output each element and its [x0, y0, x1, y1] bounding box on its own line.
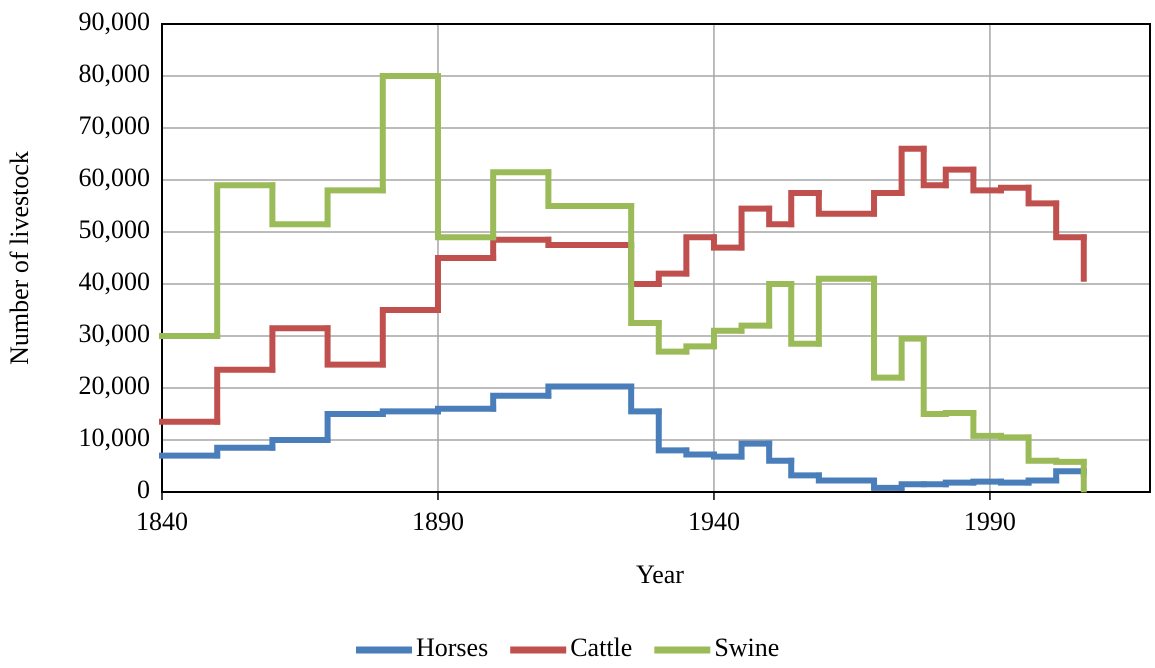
step-segment [766, 281, 795, 329]
step-segment [970, 409, 1004, 439]
step-segment [683, 234, 717, 277]
step-segment [738, 205, 773, 251]
step-segment [815, 472, 878, 484]
step-segment [490, 236, 552, 261]
y-tick-label: 50,000 [79, 215, 151, 244]
step-segment [898, 335, 927, 381]
y-tick-label: 60,000 [79, 163, 151, 192]
y-tick-label: 70,000 [79, 111, 151, 140]
y-tick-label: 20,000 [79, 371, 151, 400]
step-segment [214, 182, 276, 339]
step-segment [898, 145, 927, 196]
step-segment [942, 479, 977, 488]
step-segment [815, 190, 878, 217]
step-segment [1025, 434, 1060, 464]
y-tick-label: 30,000 [79, 319, 151, 348]
step-segment [379, 307, 441, 368]
x-tick-label: 1990 [964, 507, 1016, 536]
step-segment [490, 392, 552, 412]
step-segment [738, 440, 773, 460]
step-segment [214, 444, 276, 459]
step-segment [683, 343, 717, 355]
legend-label: Horses [416, 633, 488, 662]
y-tick-label: 80,000 [79, 59, 151, 88]
step-segment [1053, 200, 1087, 241]
step-segment [1053, 468, 1087, 484]
y-axis-label: Number of livestock [5, 151, 34, 365]
x-tick-label: 1890 [412, 507, 464, 536]
step-segment [871, 275, 905, 381]
step-segment [710, 451, 745, 460]
step-segment [997, 432, 1032, 441]
step-segment [655, 408, 690, 454]
step-segment [871, 477, 905, 491]
step-segment [942, 409, 977, 417]
step-segment [1025, 477, 1060, 486]
step-segment [324, 411, 386, 443]
y-tick-label: 0 [137, 475, 150, 504]
step-segment [269, 182, 331, 228]
step-segment [545, 236, 635, 248]
step-segment [628, 203, 662, 326]
step-segment [970, 478, 1004, 486]
step-segment [1053, 457, 1087, 465]
step-segment [710, 234, 745, 251]
step-segment [655, 270, 690, 287]
step-segment [269, 437, 331, 451]
step-segment [997, 478, 1032, 486]
step-segment [490, 169, 552, 241]
step-segment [788, 457, 822, 479]
step-segment [655, 320, 690, 355]
step-segment [628, 242, 662, 287]
step-segment [920, 145, 949, 189]
step-segment [683, 447, 717, 458]
y-tick-label: 40,000 [79, 267, 151, 296]
x-axis-label: Year [636, 560, 684, 589]
x-tick-label: 1940 [688, 507, 740, 536]
step-segment [766, 205, 795, 228]
step-segment [324, 325, 386, 368]
step-segment [898, 481, 927, 491]
x-tick-label: 1840 [136, 507, 188, 536]
step-segment [379, 73, 441, 194]
step-segment [269, 325, 331, 373]
step-segment [214, 366, 276, 425]
step-segment [434, 255, 497, 313]
legend-label: Cattle [570, 633, 632, 662]
step-segment [997, 184, 1032, 194]
step-segment [920, 335, 949, 417]
y-tick-label: 90,000 [79, 7, 151, 36]
y-tick-label: 10,000 [79, 423, 151, 452]
plot-frame [161, 23, 1151, 493]
step-segment [628, 383, 662, 415]
step-segment [545, 169, 635, 209]
step-segment [766, 440, 795, 464]
step-segment [970, 166, 1004, 194]
step-segment [379, 408, 441, 417]
step-segment [1025, 184, 1060, 207]
step-segment [324, 187, 386, 228]
step-segment [942, 166, 977, 189]
step-segment [788, 190, 822, 228]
step-segment [788, 281, 822, 347]
step-segment [434, 73, 497, 241]
step-segment [871, 190, 905, 217]
step-segment [815, 275, 878, 347]
step-segment [710, 327, 745, 350]
step-segment [545, 383, 635, 399]
legend-label: Swine [714, 633, 779, 662]
step-segment [738, 322, 773, 334]
step-segment [434, 405, 497, 415]
